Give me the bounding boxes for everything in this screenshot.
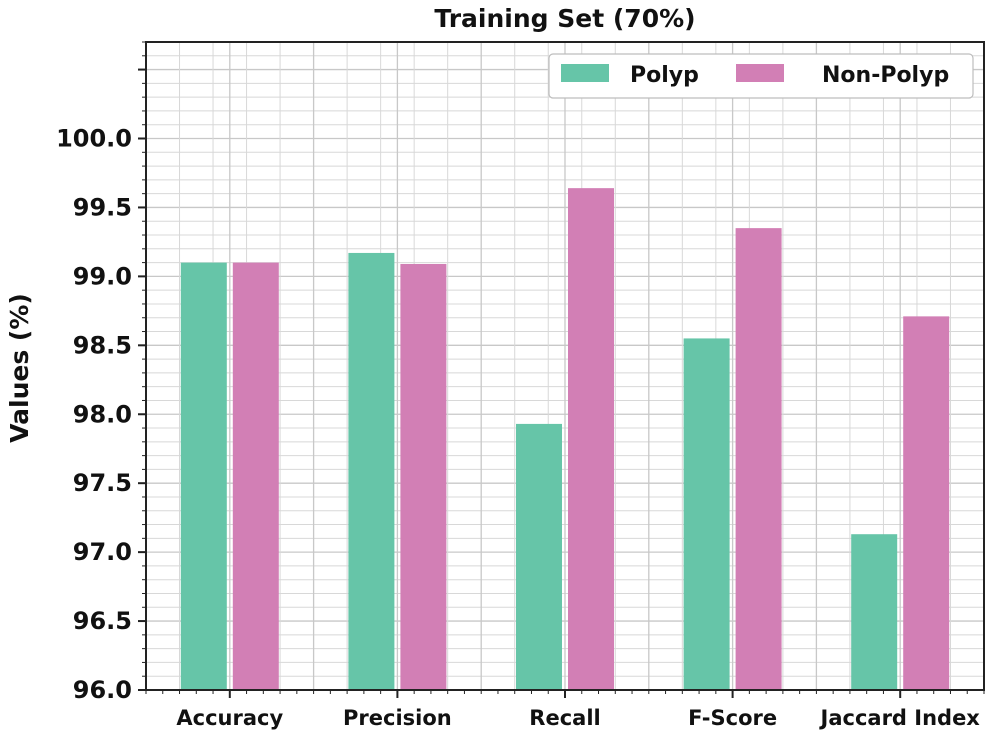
y-tick-label: 96.0 (73, 676, 132, 704)
bar-non-polyp-recall (568, 188, 614, 690)
x-tick-label: Jaccard Index (819, 706, 981, 730)
plot-frame (145, 41, 985, 691)
y-tick-label: 99.5 (73, 193, 132, 221)
y-tick-label: 96.5 (73, 607, 132, 635)
legend-swatch-polyp (561, 64, 609, 82)
y-tick-label: 100.0 (56, 125, 132, 153)
bar-polyp-precision (348, 252, 395, 690)
legend: Polyp Non-Polyp (548, 53, 974, 99)
bars (180, 188, 950, 690)
legend-swatch-non-polyp (736, 64, 784, 82)
y-axis-label: Values (%) (5, 293, 34, 443)
bar-polyp-jaccard-index (851, 534, 898, 690)
y-tick-label: 98.5 (73, 331, 132, 359)
x-tick-label: Accuracy (176, 706, 283, 730)
y-tick-label: 97.5 (73, 469, 132, 497)
y-tick-label: 97.0 (73, 538, 132, 566)
x-tick-label: F-Score (688, 706, 777, 730)
x-tick-labels: Accuracy Precision Recall F-Score Jaccard In… (176, 706, 980, 730)
grid (145, 41, 985, 691)
bar-non-polyp-f-score (735, 228, 782, 690)
y-tick-label: 99.0 (73, 262, 132, 290)
bar-non-polyp-jaccard-index (903, 316, 950, 690)
chart-title: Training Set (70%) (434, 4, 695, 33)
y-tick-label: 98.0 (73, 400, 132, 428)
bar-non-polyp-precision (400, 263, 447, 690)
y-tick-labels: 96.0 96.5 97.0 97.5 98.0 98.5 99.0 99.5 100.0 (56, 125, 132, 704)
legend-label-non-polyp: Non-Polyp (822, 63, 949, 88)
bar-polyp-recall (516, 423, 562, 690)
bar-non-polyp-accuracy (232, 262, 279, 690)
x-tick-label: Precision (343, 706, 452, 730)
bar-polyp-f-score (683, 338, 730, 690)
x-tick-label: Recall (529, 706, 600, 730)
legend-label-polyp: Polyp (630, 63, 699, 88)
bar-polyp-accuracy (180, 262, 227, 690)
